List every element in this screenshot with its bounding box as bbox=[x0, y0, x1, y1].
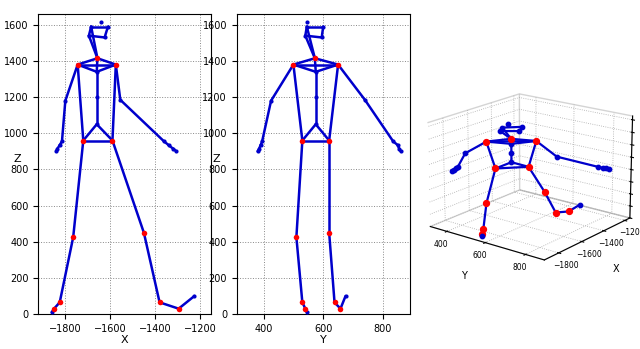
Y-axis label: Z: Z bbox=[14, 154, 22, 164]
X-axis label: Y: Y bbox=[461, 271, 467, 281]
X-axis label: Y: Y bbox=[320, 335, 326, 345]
Y-axis label: Z: Z bbox=[212, 154, 220, 164]
X-axis label: X: X bbox=[121, 335, 129, 345]
Y-axis label: X: X bbox=[613, 264, 620, 274]
